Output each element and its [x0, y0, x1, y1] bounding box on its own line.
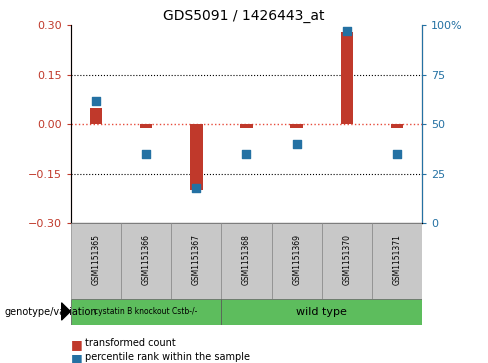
Bar — [171, 223, 222, 299]
Text: ■: ■ — [71, 338, 82, 351]
Bar — [391, 124, 403, 128]
Point — [393, 151, 401, 157]
Text: GSM1151369: GSM1151369 — [292, 234, 301, 285]
Bar — [222, 223, 271, 299]
Text: percentile rank within the sample: percentile rank within the sample — [85, 352, 250, 362]
Bar — [71, 299, 222, 325]
Point — [142, 151, 150, 157]
Bar — [90, 108, 102, 124]
Text: transformed count: transformed count — [85, 338, 176, 348]
Point — [293, 141, 301, 147]
Text: wild type: wild type — [296, 307, 347, 317]
Bar — [271, 223, 322, 299]
Point — [192, 185, 200, 191]
Bar — [71, 223, 121, 299]
Bar — [290, 124, 303, 128]
Polygon shape — [61, 303, 70, 320]
Text: GSM1151367: GSM1151367 — [192, 234, 201, 285]
Bar — [222, 299, 422, 325]
Text: GSM1151371: GSM1151371 — [392, 234, 402, 285]
Point — [243, 151, 250, 157]
Bar — [240, 124, 253, 128]
Bar — [140, 124, 152, 128]
Text: GSM1151366: GSM1151366 — [142, 234, 151, 285]
Text: ■: ■ — [71, 352, 82, 363]
Bar — [190, 124, 203, 190]
Point — [343, 28, 351, 34]
Bar — [322, 223, 372, 299]
Text: GSM1151365: GSM1151365 — [91, 234, 101, 285]
Text: GDS5091 / 1426443_at: GDS5091 / 1426443_at — [163, 9, 325, 23]
Point — [92, 98, 100, 103]
Text: genotype/variation: genotype/variation — [5, 307, 98, 317]
Bar — [121, 223, 171, 299]
Bar — [372, 223, 422, 299]
Text: GSM1151370: GSM1151370 — [342, 234, 351, 285]
Bar — [341, 32, 353, 124]
Text: cystatin B knockout Cstb-/-: cystatin B knockout Cstb-/- — [94, 307, 198, 316]
Text: GSM1151368: GSM1151368 — [242, 234, 251, 285]
